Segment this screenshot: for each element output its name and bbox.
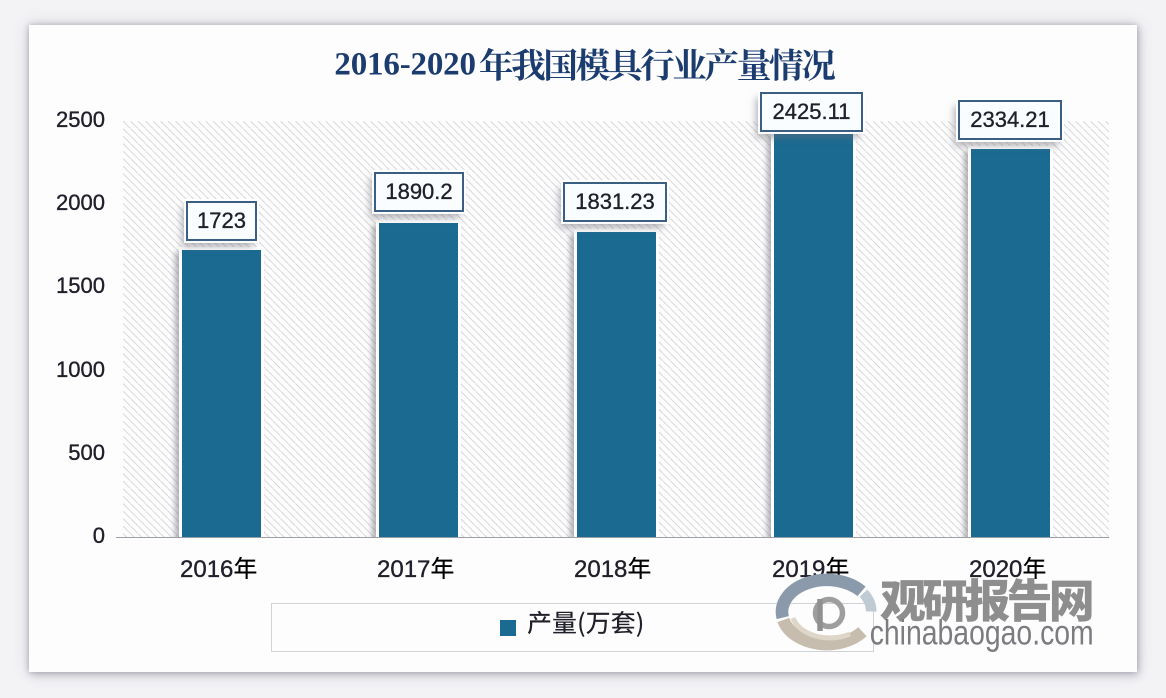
svg-text:2018: 2018 xyxy=(574,556,627,583)
svg-text:2016: 2016 xyxy=(180,556,233,583)
svg-text:2016-2020: 2016-2020 xyxy=(334,47,476,83)
svg-text:chinabaogao.com: chinabaogao.com xyxy=(870,614,1094,653)
svg-text:2017: 2017 xyxy=(377,556,430,583)
